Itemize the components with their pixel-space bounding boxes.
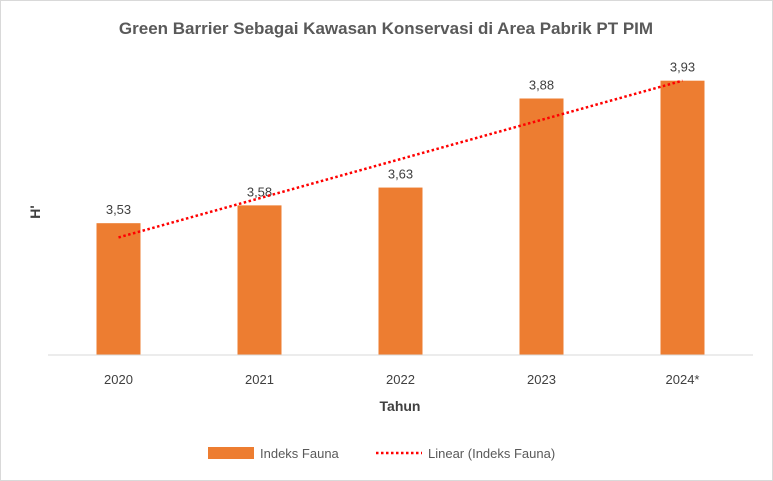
x-tick-label: 2022 (386, 372, 415, 387)
data-label: 3,53 (106, 202, 131, 217)
chart-title: Green Barrier Sebagai Kawasan Konservasi… (119, 19, 653, 38)
x-tick-label: 2024* (666, 372, 700, 387)
x-tick-label: 2021 (245, 372, 274, 387)
bar-2021 (237, 205, 282, 355)
data-label: 3,58 (247, 184, 272, 199)
y-axis-title: H' (27, 205, 43, 218)
bar-2020 (96, 223, 141, 355)
data-label: 3,88 (529, 78, 554, 93)
bar-2023 (519, 98, 564, 355)
legend-swatch-indeks-fauna (208, 447, 254, 459)
x-tick-label: 2023 (527, 372, 556, 387)
x-tick-label: 2020 (104, 372, 133, 387)
bar-2022 (378, 187, 423, 355)
x-axis-title: Tahun (380, 398, 421, 414)
legend-label-linear: Linear (Indeks Fauna) (428, 446, 555, 461)
legend: Indeks Fauna Linear (Indeks Fauna) (208, 446, 555, 461)
bar-2024 (660, 80, 705, 355)
legend-label-indeks-fauna: Indeks Fauna (260, 446, 340, 461)
data-label: 3,93 (670, 60, 695, 75)
data-label: 3,63 (388, 167, 413, 182)
